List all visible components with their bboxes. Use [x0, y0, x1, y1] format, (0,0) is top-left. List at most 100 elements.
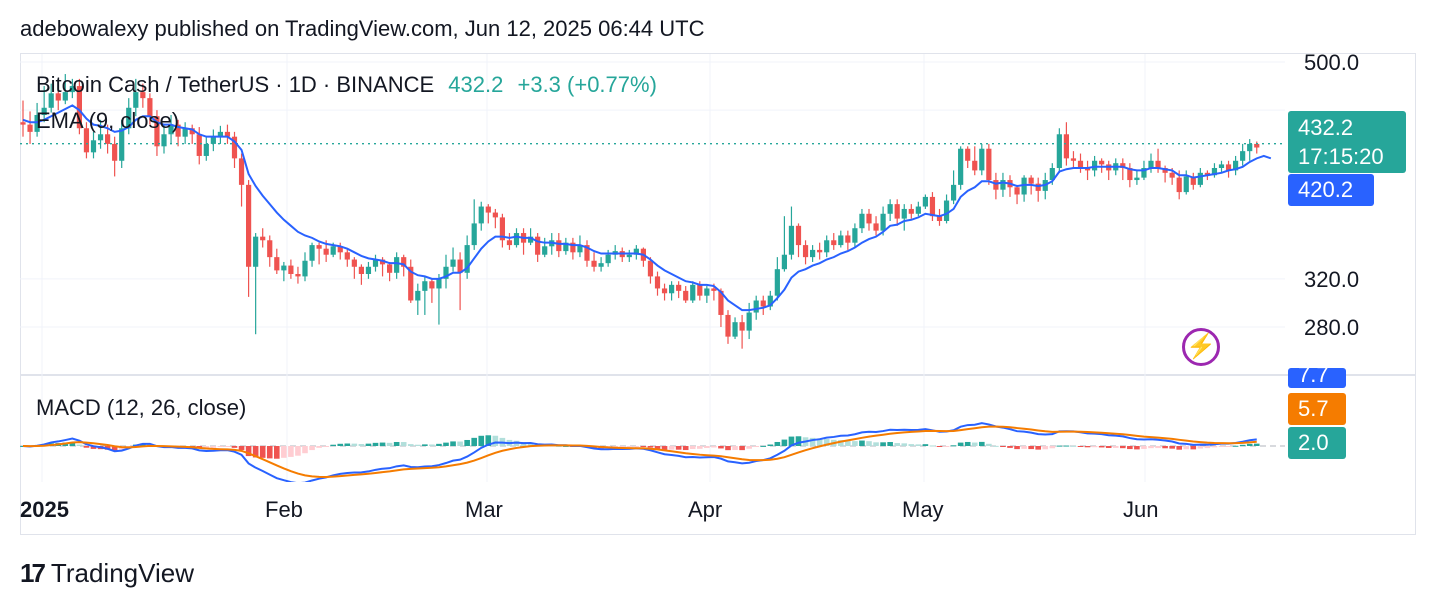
macd-histogram-bar — [1007, 446, 1013, 448]
candle-body — [633, 248, 639, 255]
macd-histogram-bar — [852, 441, 858, 446]
candle-body — [760, 300, 766, 307]
candle-body — [112, 143, 118, 161]
candle-body — [669, 284, 675, 294]
macd-histogram-bar — [323, 446, 329, 447]
candle-body — [584, 245, 590, 261]
macd-histogram-bar — [647, 446, 654, 448]
macd-histogram-bar — [450, 441, 456, 446]
candle-body — [542, 246, 548, 255]
candle-body — [210, 136, 216, 144]
candle-body — [845, 235, 851, 243]
macd-histogram-bar — [464, 439, 470, 446]
candle-body — [753, 300, 759, 313]
candle-body — [972, 160, 978, 171]
macd-histogram-bar — [1197, 446, 1204, 449]
macd-histogram-bar — [795, 436, 802, 446]
candle-body — [556, 240, 562, 252]
macd-histogram-bar — [1120, 446, 1126, 449]
candle-body — [1190, 176, 1196, 185]
candle-body — [147, 98, 153, 117]
macd-histogram-bar — [704, 446, 710, 449]
macd-histogram-bar — [633, 446, 640, 447]
candle-body — [676, 284, 682, 291]
candle-body — [365, 266, 372, 274]
candle-body — [238, 158, 245, 185]
candle-body — [105, 134, 111, 144]
macd-histogram-bar — [252, 446, 259, 458]
candle-body — [711, 288, 717, 291]
lightning-icon[interactable]: ⚡ — [1182, 328, 1220, 366]
macd-histogram-bar — [816, 438, 823, 446]
candle-body — [267, 240, 273, 258]
time-axis: 2025 Feb Mar Apr May Jun — [20, 497, 1158, 522]
candle-body — [746, 312, 752, 331]
candle-body — [725, 314, 731, 337]
macd-histogram-bar — [774, 441, 781, 446]
macd-histogram-bar — [485, 435, 492, 446]
macd-histogram-bar — [281, 446, 287, 458]
macd-histogram-bar — [563, 445, 569, 447]
candle-body — [781, 254, 787, 270]
candle-body — [231, 136, 238, 159]
macd-histogram-bar — [1098, 446, 1105, 448]
candle-body — [119, 128, 125, 161]
candle-body — [965, 148, 971, 161]
macd-histogram-bar — [908, 444, 915, 446]
macd-histogram-bar — [1183, 446, 1190, 450]
candle-body — [1120, 163, 1126, 168]
time-tick-label: May — [902, 497, 944, 522]
candle-body — [894, 204, 900, 219]
candle-body — [415, 290, 421, 301]
candle-body — [901, 208, 907, 219]
price-tick-label: 280.0 — [1304, 315, 1359, 340]
candle-body — [1247, 143, 1253, 152]
macd-histogram-bar — [1091, 446, 1098, 448]
macd-histogram-bar — [894, 443, 900, 446]
macd-histogram-bar — [1225, 446, 1232, 447]
candle-body — [690, 284, 696, 301]
macd-histogram-bar — [1232, 445, 1239, 447]
candle-body — [936, 216, 943, 221]
candle-body — [1148, 160, 1154, 168]
candle-body — [20, 122, 26, 125]
macd-legend[interactable]: MACD (12, 26, close) — [36, 395, 247, 420]
candle-body — [182, 128, 188, 137]
candle-body — [189, 128, 195, 135]
macd-histogram-bar — [1021, 446, 1027, 449]
candle-body — [563, 242, 569, 252]
candle-body — [69, 86, 75, 93]
candle-body — [1225, 164, 1232, 171]
candle-body — [739, 322, 745, 331]
publish-header: adebowalexy published on TradingView.com… — [20, 16, 705, 41]
candle-body — [788, 225, 795, 255]
candle-body — [140, 92, 146, 99]
macd-histogram-bar — [986, 443, 992, 446]
time-tick-label: Mar — [465, 497, 503, 522]
candle-body — [41, 107, 47, 115]
symbol-legend[interactable]: Bitcoin Cash / TetherUS · 1D · BINANCE 4… — [36, 72, 657, 98]
candle-body — [253, 236, 259, 267]
ema-legend[interactable]: EMA (9, close) — [36, 108, 180, 133]
candle-body — [1155, 160, 1161, 168]
candle-body — [492, 212, 498, 218]
candle-body — [570, 242, 576, 253]
candle-body — [260, 236, 266, 241]
macd-histogram-bar — [245, 446, 252, 457]
last-price-tag: 432.2 17:15:20 — [1288, 111, 1406, 173]
macd-histogram-bar — [1253, 443, 1260, 446]
macd-histogram-bar — [471, 437, 477, 446]
macd-histogram-bar — [922, 444, 929, 446]
candle-body — [450, 259, 456, 267]
last-price-legend: 432.2 — [448, 72, 504, 97]
macd-histogram-bar — [661, 446, 668, 450]
macd-histogram-bar — [1127, 446, 1133, 450]
candle-body — [598, 263, 604, 267]
candle-body — [943, 200, 950, 221]
tradingview-logo[interactable]: 17 TradingView — [20, 558, 194, 589]
macd-histogram-bar — [1035, 446, 1041, 450]
candle-body — [1134, 177, 1140, 181]
price-tick-label: 320.0 — [1304, 267, 1359, 292]
candle-body — [401, 257, 407, 267]
